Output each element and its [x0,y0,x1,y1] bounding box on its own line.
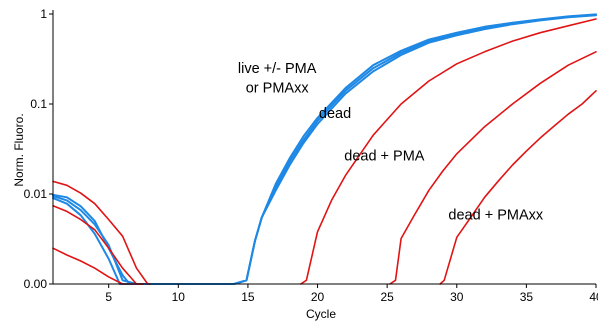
series-line-1 [52,13,597,285]
series-line-4 [52,180,152,285]
axes-layer [52,10,596,285]
annotation-label: or PMAxx [246,80,310,96]
x-tick-label: 15 [241,290,255,304]
x-tick-label: 25 [380,290,394,304]
y-axis-title: Norm. Fluoro. [12,113,26,186]
y-tick-label: 0.1 [30,97,47,111]
x-tick-label: 40 [589,290,598,304]
x-axis-title: Cycle [306,307,336,321]
series-layer [52,13,597,285]
series-line-9 [439,90,597,285]
x-tick-label: 5 [105,290,112,304]
annotation-layer: live +/- PMA or PMAxx dead dead + PMA dead +… [238,61,544,223]
series-line-7 [300,18,597,285]
x-tick-label: 20 [311,290,325,304]
y-tick-label: 0.01 [24,187,48,201]
x-tick-label: 10 [172,290,186,304]
x-tick-label: 35 [520,290,534,304]
series-line-2 [52,13,597,285]
annotation-label: dead [319,106,351,122]
annotation-label: dead + PMA [344,149,425,165]
y-tick-label: 1 [40,7,47,21]
annotation-label: live +/- PMA [238,61,317,77]
tick-layer: 5 10 15 20 25 30 35 40 1 0.1 0.01 0.00 [24,7,598,304]
y-tick-label: 0.00 [24,277,48,291]
annotation-label: dead + PMAxx [448,208,543,224]
x-tick-label: 30 [450,290,464,304]
series-line-8 [389,51,597,285]
series-line-5 [52,205,145,285]
series-line-3 [52,14,597,285]
